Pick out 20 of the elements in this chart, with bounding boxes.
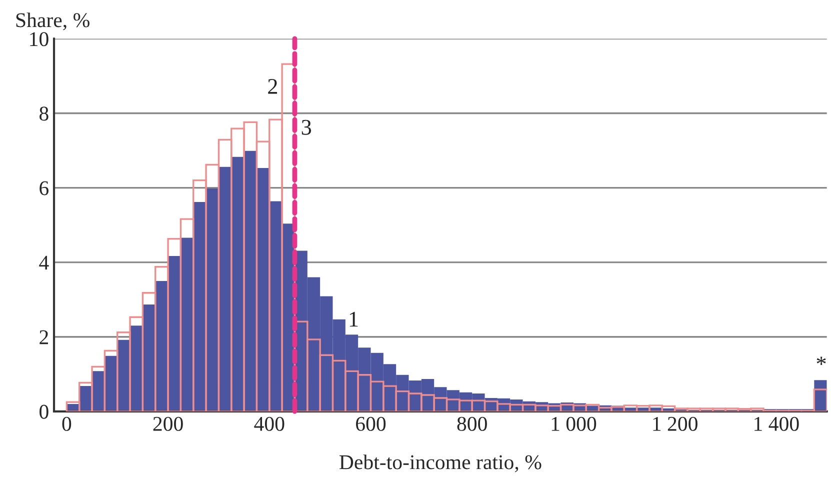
x-tick-label: 1 000 [552, 416, 596, 431]
x-tick-label: 1 400 [754, 416, 799, 431]
x-tick-label: 600 [356, 416, 386, 431]
x-tick-label: 200 [153, 416, 183, 431]
y-tick-label: 8 [40, 106, 48, 121]
y-tick-label: 10 [30, 32, 48, 46]
series-label: 1 [350, 312, 358, 327]
y-tick-label: 2 [40, 330, 48, 344]
y-tick-label: 4 [39, 256, 49, 270]
annotation: 3 [302, 120, 312, 135]
annotation: * [816, 356, 826, 365]
series-label: 2 [268, 79, 278, 94]
y-axis-title: Share, % [16, 12, 90, 30]
x-tick-label: 800 [457, 416, 487, 431]
x-tick-label: 400 [254, 416, 284, 431]
y-tick-label: 0 [40, 404, 48, 419]
x-tick-label: 1 200 [653, 416, 698, 431]
x-axis-title: Debt-to-income ratio, % [340, 454, 542, 472]
y-tick-label: 6 [40, 181, 49, 196]
x-tick-label: 0 [62, 416, 72, 431]
